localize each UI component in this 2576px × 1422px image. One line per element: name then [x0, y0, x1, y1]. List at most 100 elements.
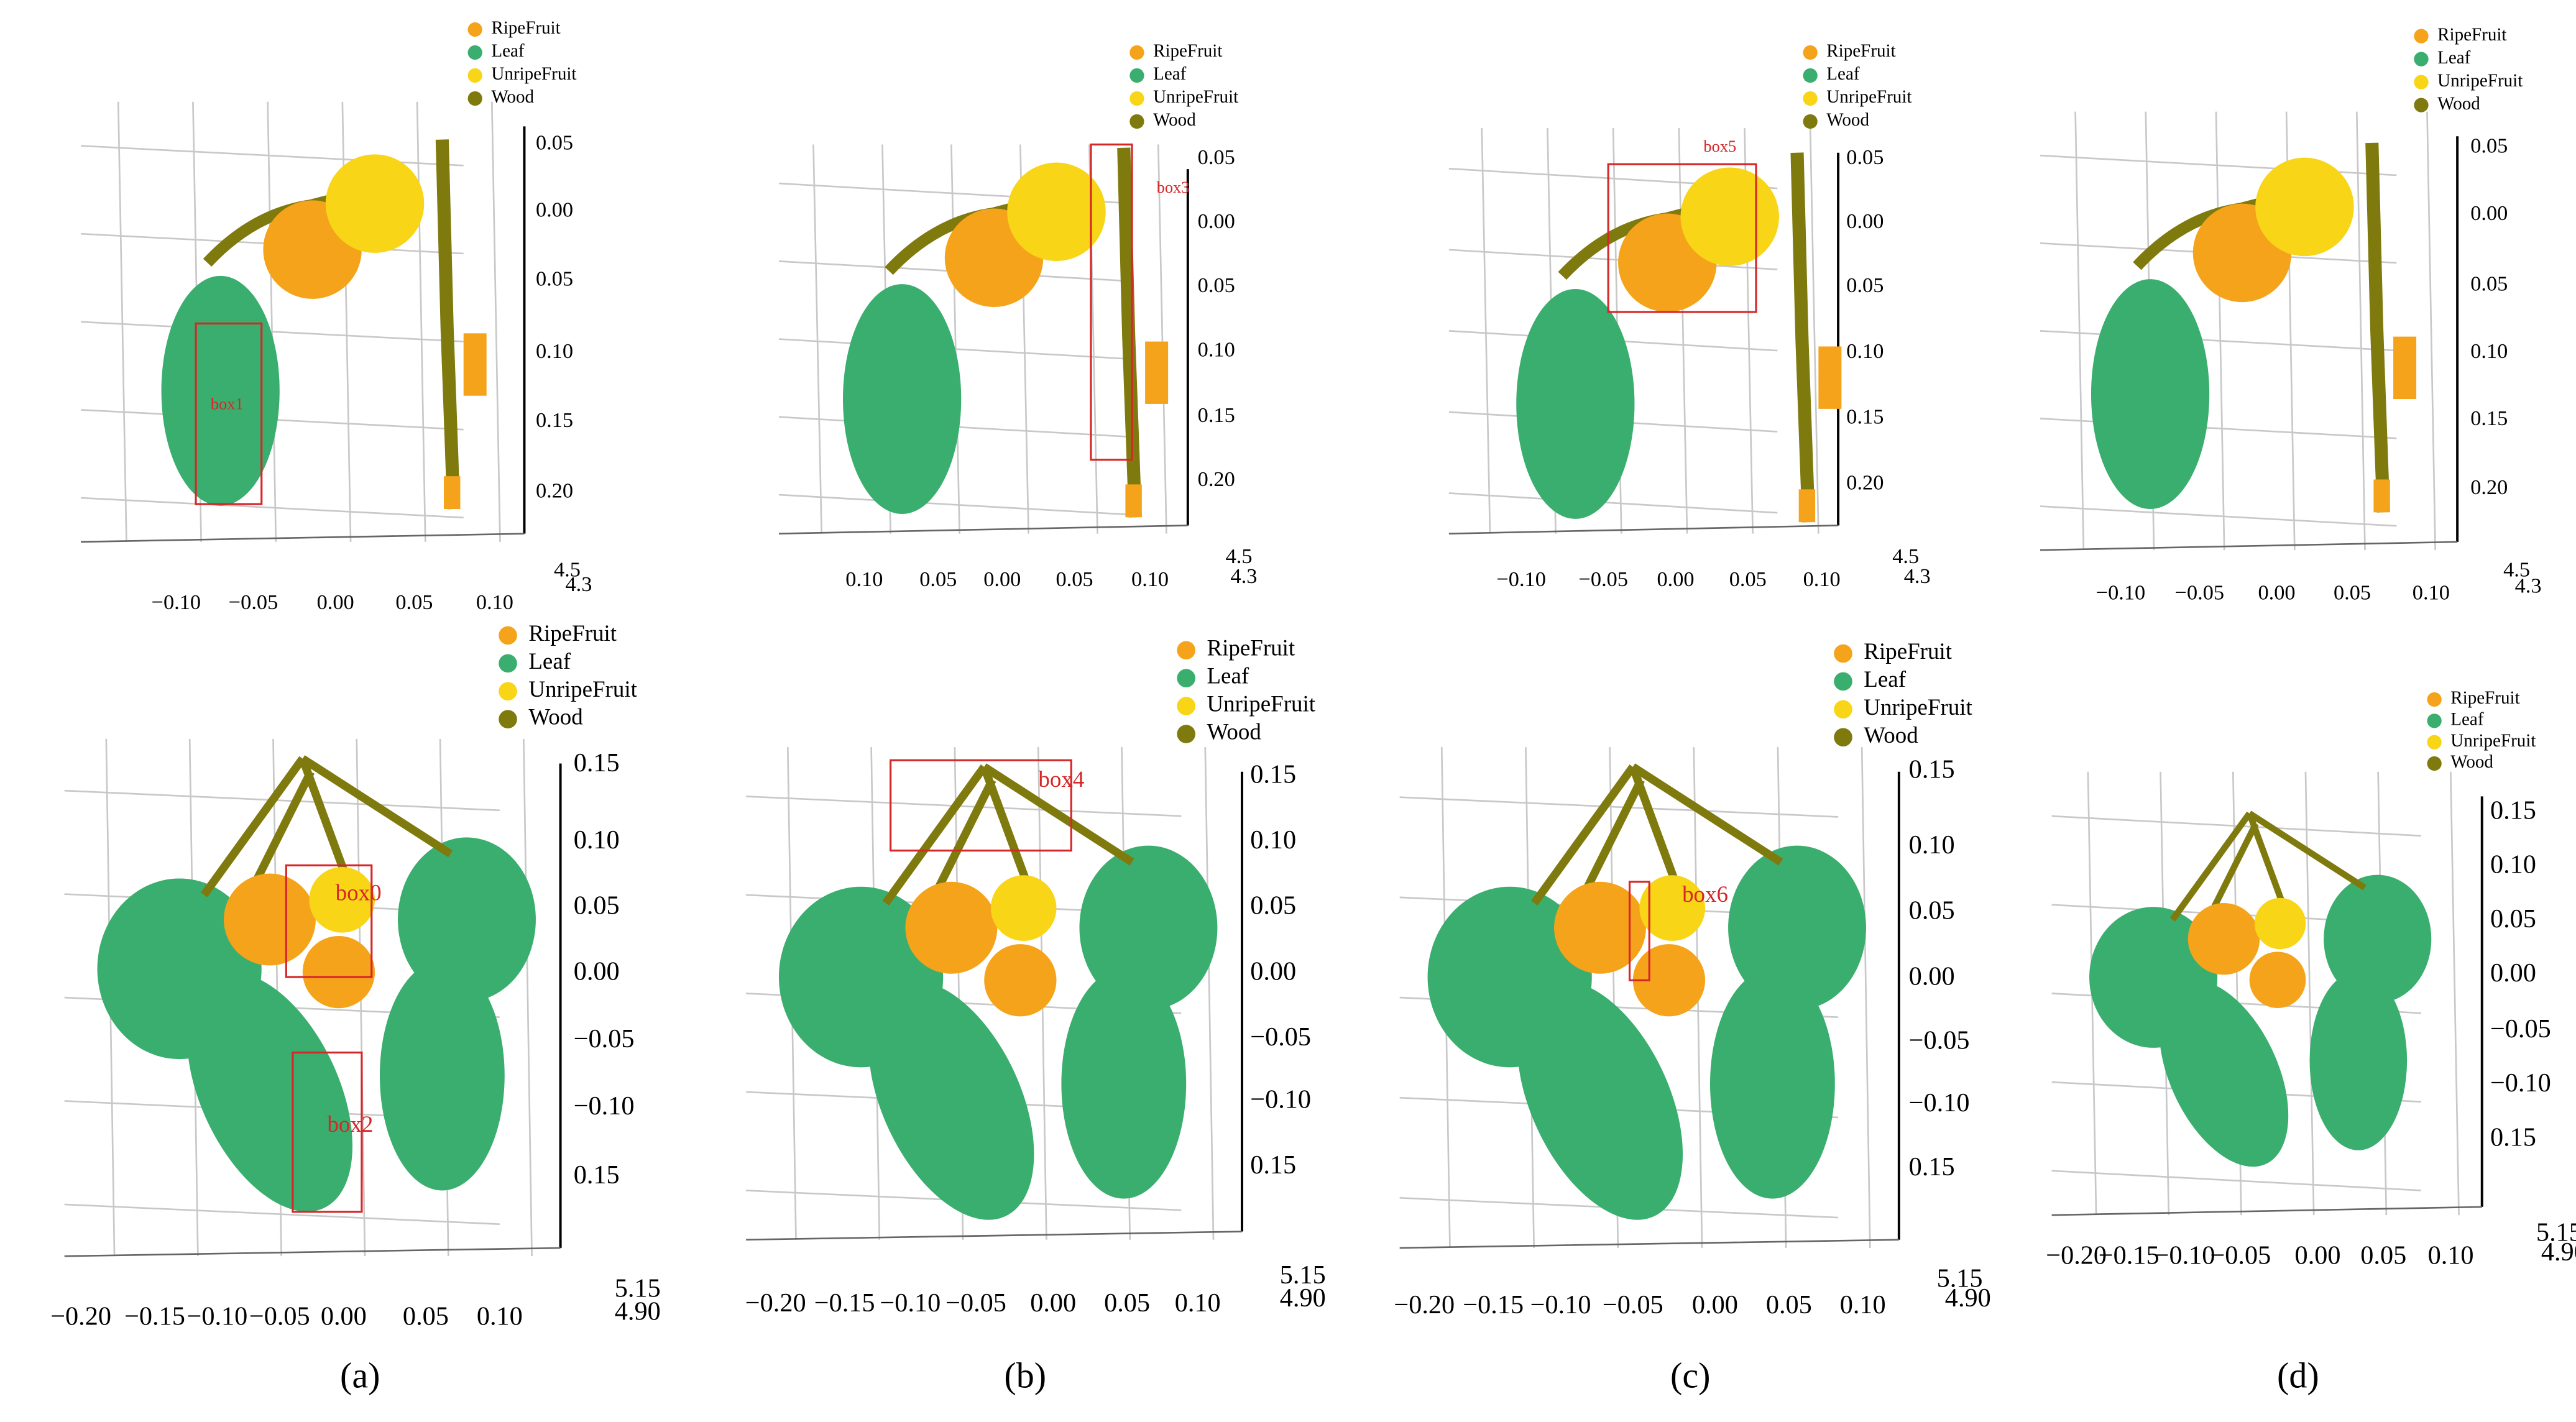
y-tick-label: 0.15 [1909, 755, 1955, 784]
x-tick-label: 0.10 [1175, 1288, 1221, 1318]
legend-marker [1803, 91, 1818, 106]
y-tick-label: 0.20 [2470, 475, 2508, 499]
y-tick-label: 0.15 [1909, 1152, 1955, 1181]
box-label: box2 [327, 1111, 373, 1137]
legend-marker [1129, 114, 1144, 129]
x-tick-label: 0.00 [1030, 1288, 1076, 1318]
depth-tick-label: 4.3 [1904, 564, 1931, 588]
bounding-box [195, 322, 263, 505]
x-tick-label: −0.10 [1530, 1290, 1591, 1319]
leaf-cloud [379, 960, 505, 1191]
legend-marker [1129, 45, 1144, 60]
x-tick-label: −0.20 [50, 1301, 111, 1331]
depth-tick-label: 4.90 [2541, 1237, 2576, 1267]
y-tick-label: 0.00 [1250, 956, 1296, 986]
axis-line [2051, 1206, 2482, 1216]
unripe-cloud [309, 866, 375, 933]
legend-marker [467, 22, 482, 37]
grid-line [2040, 330, 2397, 352]
y-tick-label: −0.05 [1250, 1022, 1311, 1052]
unripe-cloud [325, 154, 425, 253]
grid-line [778, 493, 1128, 516]
point-cloud [2089, 810, 2432, 1167]
legend-marker [1834, 700, 1852, 719]
bounding-box [285, 864, 373, 978]
panel-caption: (c) [1670, 1355, 1711, 1396]
ripe-cloud [2187, 903, 2260, 975]
ripe-cloud [302, 935, 375, 1009]
x-tick-label: −0.05 [1603, 1290, 1663, 1319]
x-tick-label: 0.00 [2295, 1241, 2341, 1270]
grid-line [1809, 128, 1819, 534]
bounding-box [1628, 881, 1650, 981]
x-tick-label: −0.15 [2099, 1241, 2160, 1270]
x-tick-label: 0.10 [2413, 580, 2450, 604]
y-tick-label: 0.10 [536, 339, 573, 363]
leaf-cloud [1517, 980, 1683, 1220]
leaf-cloud [2159, 979, 2289, 1167]
legend-marker [1834, 728, 1852, 747]
ripe-cloud [1798, 489, 1816, 523]
y-tick-label: 0.05 [536, 131, 573, 154]
legend-label: UnripeFruit [2450, 731, 2536, 751]
x-tick-label: 0.00 [983, 567, 1021, 591]
leaf-cloud [868, 980, 1034, 1220]
y-tick-label: −0.05 [574, 1024, 635, 1053]
leaf-cloud [1710, 968, 1835, 1199]
ripe-cloud [2393, 336, 2417, 400]
box-label: box4 [1038, 766, 1084, 792]
legend-marker [2427, 756, 2442, 771]
grid-line [1861, 747, 1871, 1248]
grid-line [812, 144, 822, 534]
leaf-cloud [2309, 971, 2408, 1150]
x-tick-label: −0.10 [2096, 580, 2145, 604]
y-tick-label: 0.05 [1909, 896, 1955, 925]
legend-label: UnripeFruit [528, 676, 637, 702]
legend-label: Leaf [1153, 64, 1187, 84]
y-tick-label: 0.10 [2490, 850, 2536, 879]
x-tick-label: −0.10 [186, 1301, 247, 1331]
legend-marker [1803, 114, 1818, 129]
grid-line [2051, 1170, 2422, 1191]
unripe-cloud [2255, 157, 2354, 257]
legend-label: RipeFruit [2450, 688, 2519, 708]
bounding-box [1090, 143, 1133, 461]
y-tick-label: 0.00 [1909, 961, 1955, 991]
axis-line [1399, 1239, 1899, 1249]
legend-label: Wood [1864, 722, 1918, 748]
legend-label: RipeFruit [1864, 638, 1952, 664]
y-tick-label: 0.05 [2470, 134, 2508, 158]
x-tick-label: 0.05 [1729, 567, 1767, 591]
grid-line [416, 101, 426, 542]
unripe-cloud [2254, 897, 2306, 950]
legend-label: RipeFruit [528, 620, 617, 646]
grid-line [2040, 505, 2397, 527]
ripe-cloud [1632, 944, 1706, 1017]
point-cloud [1516, 152, 1842, 523]
x-tick-label: 0.10 [1840, 1290, 1886, 1319]
x-tick-label: −0.05 [945, 1288, 1006, 1318]
legend-marker [1803, 68, 1818, 83]
legend-marker [2414, 29, 2429, 44]
y-tick-label: 0.15 [574, 748, 620, 778]
ripe-cloud [984, 944, 1057, 1017]
grid-line [2215, 111, 2225, 551]
grid-line [490, 101, 501, 542]
y-tick-label: 0.15 [1198, 403, 1235, 427]
legend-marker [499, 654, 517, 673]
bounding-box [1607, 163, 1757, 313]
y-tick-label: 0.10 [1846, 339, 1884, 363]
grid-line [81, 497, 464, 519]
legend-marker [1834, 644, 1852, 663]
panel-caption: (b) [1004, 1355, 1046, 1396]
leaf-cloud [186, 972, 352, 1212]
legend-label: Leaf [491, 41, 525, 61]
depth-tick-label: 4.5 [2503, 557, 2530, 581]
depth-tick-label: 5.15 [2536, 1218, 2576, 1247]
y-tick-label: 0.00 [1846, 209, 1884, 233]
y-tick-label: 0.05 [574, 891, 620, 920]
y-tick-label: −0.10 [574, 1091, 635, 1121]
axis-line [2040, 541, 2458, 551]
